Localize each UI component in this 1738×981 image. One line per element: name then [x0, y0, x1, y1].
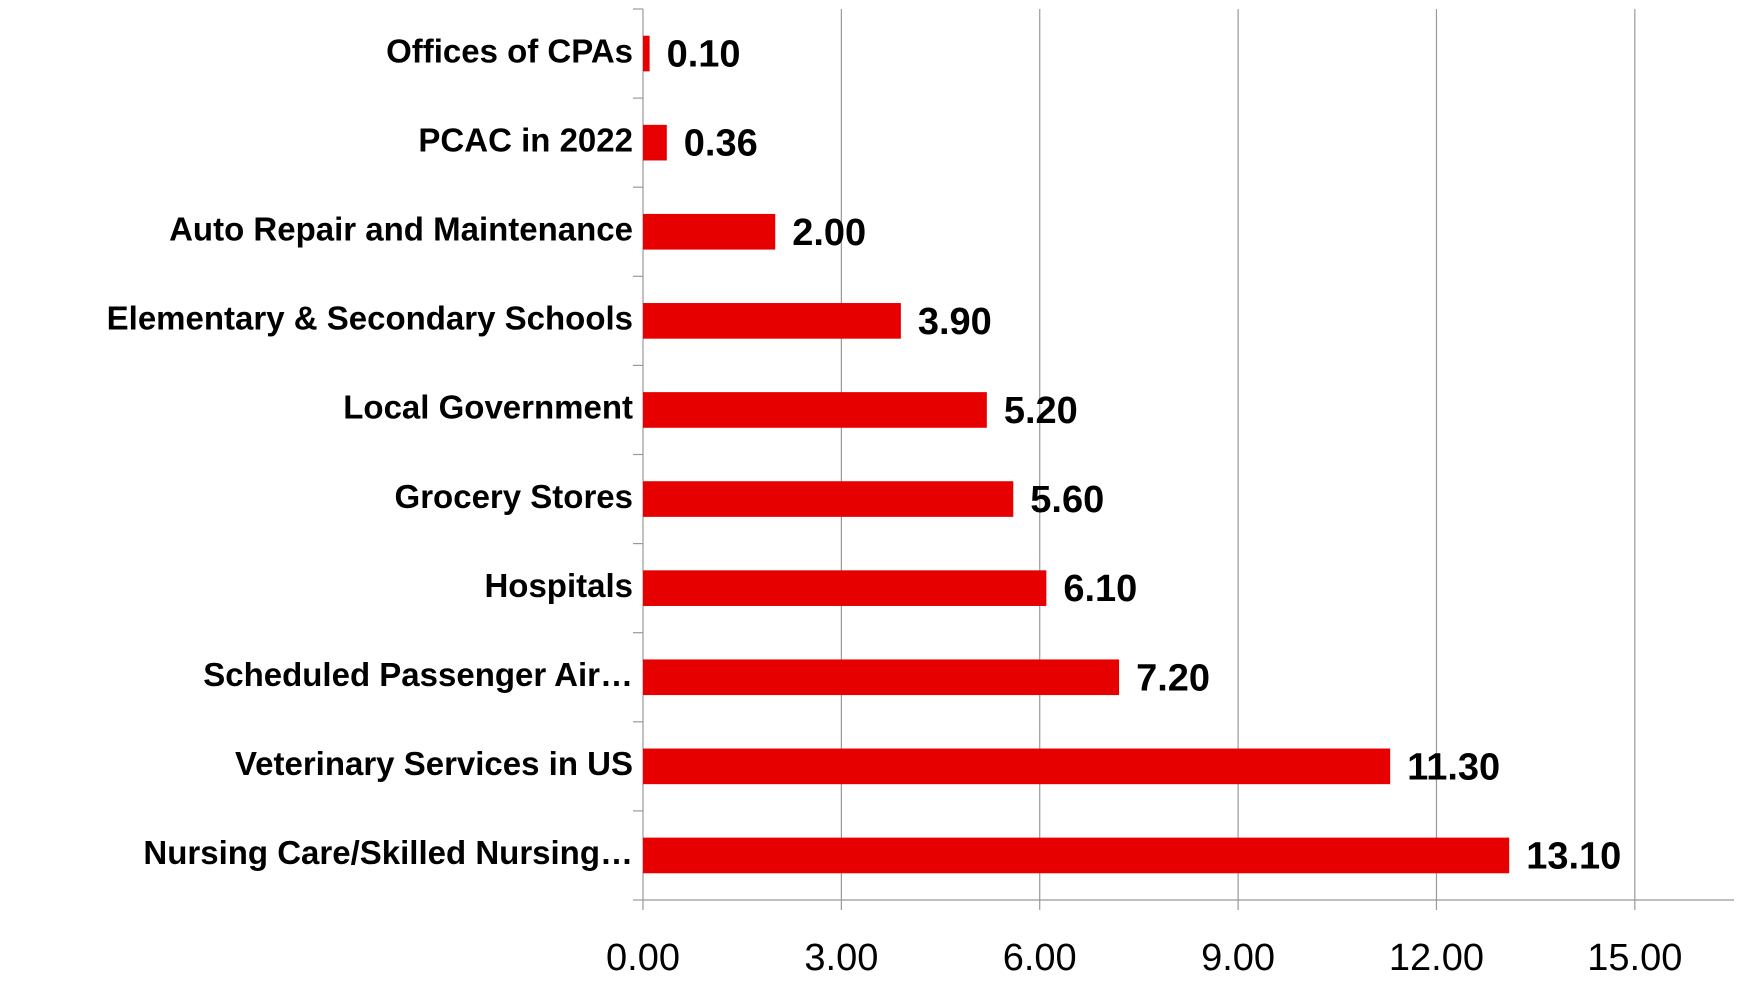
x-tick-label: 15.00	[1587, 937, 1682, 979]
category-label: Elementary & Secondary Schools	[107, 300, 633, 337]
value-label: 3.90	[918, 301, 992, 343]
category-label: Scheduled Passenger Air…	[203, 656, 633, 693]
value-label: 7.20	[1136, 657, 1210, 699]
category-label: Auto Repair and Maintenance	[169, 210, 633, 247]
value-label: 0.10	[667, 34, 741, 76]
bar	[643, 303, 901, 339]
bar	[643, 35, 650, 72]
category-label: Offices of CPAs	[386, 32, 633, 69]
bar	[643, 392, 987, 428]
x-tick-label: 3.00	[804, 937, 878, 979]
value-label: 2.00	[792, 212, 866, 254]
value-label: 6.10	[1063, 568, 1137, 610]
bar	[643, 748, 1391, 785]
category-label: Local Government	[343, 389, 633, 426]
value-label: 11.30	[1407, 746, 1500, 788]
x-tick-label: 6.00	[1003, 937, 1077, 979]
value-label: 13.10	[1526, 835, 1621, 877]
bar	[643, 570, 1047, 606]
category-label: Hospitals	[484, 567, 633, 604]
x-tick-label: 0.00	[606, 937, 680, 979]
value-label: 5.20	[1004, 390, 1078, 432]
category-label: Nursing Care/Skilled Nursing…	[143, 834, 633, 871]
bar	[643, 124, 667, 161]
category-label: PCAC in 2022	[418, 121, 633, 158]
bar	[643, 213, 776, 250]
x-tick-label: 9.00	[1201, 937, 1275, 979]
value-label: 0.36	[684, 123, 758, 165]
bar	[643, 659, 1120, 696]
category-label: Grocery Stores	[395, 478, 633, 515]
bar	[643, 837, 1510, 874]
category-label: Veterinary Services in US	[235, 745, 633, 782]
bar	[643, 481, 1014, 517]
x-tick-label: 12.00	[1389, 937, 1484, 979]
value-label: 5.60	[1030, 479, 1104, 521]
